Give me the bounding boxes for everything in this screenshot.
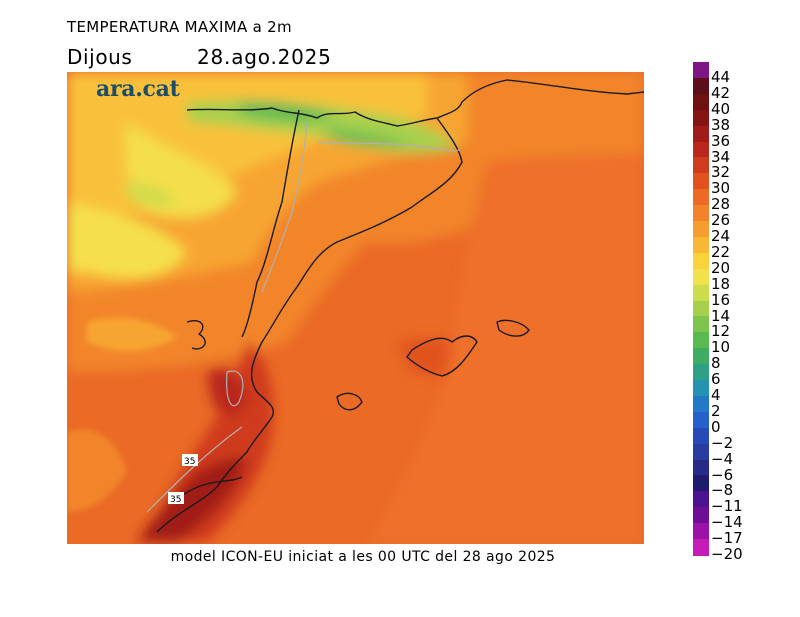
legend-swatch: [693, 77, 709, 95]
legend-label: 12: [711, 322, 731, 341]
legend-label: 30: [711, 179, 731, 198]
legend-swatch: [693, 189, 709, 206]
legend-label: 10: [711, 338, 731, 357]
legend-label: −17: [711, 529, 743, 548]
legend-label: −6: [711, 465, 734, 484]
legend-swatch: [693, 491, 709, 508]
legend-label: 6: [711, 370, 721, 389]
legend-label: 18: [711, 274, 731, 293]
footer-caption: model ICON-EU iniciat a les 00 UTC del 2…: [170, 549, 556, 565]
legend-swatch: [693, 236, 709, 254]
legend-label: 20: [711, 258, 731, 277]
legend-label: 4: [711, 386, 721, 405]
legend-label: 32: [711, 163, 731, 182]
legend-swatch: [693, 300, 709, 318]
legend-swatch: [693, 395, 709, 413]
legend-swatch: [693, 348, 709, 365]
legend-label: 26: [711, 211, 731, 230]
legend-swatch: [693, 507, 709, 524]
legend-label: 14: [711, 306, 731, 325]
legend-swatch: [693, 411, 709, 429]
legend-swatch: [693, 364, 709, 381]
legend-swatch: [693, 523, 709, 540]
ara-cat-logo: ara.cat: [96, 76, 180, 102]
day-label: Dijous: [67, 45, 133, 69]
legend-swatch: [693, 109, 709, 127]
legend-swatch: [693, 316, 709, 333]
legend-label: −2: [711, 433, 734, 452]
legend-swatch: [693, 125, 709, 143]
legend-swatch: [693, 459, 709, 477]
legend-swatch: [693, 173, 709, 190]
legend-label: 16: [711, 290, 731, 309]
legend-swatch: [693, 268, 709, 286]
legend-label: −20: [711, 545, 743, 564]
legend-label: 22: [711, 242, 731, 261]
legend-label: 34: [711, 147, 731, 166]
legend-label: −8: [711, 481, 734, 500]
temperature-map: 35 35: [67, 72, 644, 544]
legend-label: 40: [711, 99, 731, 118]
legend-swatch: [693, 252, 709, 270]
legend-swatch: [693, 221, 709, 238]
legend-swatch: [693, 93, 709, 111]
legend-label: 28: [711, 195, 731, 214]
legend-label: 42: [711, 83, 731, 102]
legend-label: −11: [711, 497, 743, 516]
legend-swatch: [693, 539, 709, 556]
legend-swatch: [693, 427, 709, 445]
legend-label: 0: [711, 417, 721, 436]
legend-swatch: [693, 332, 709, 349]
isotherm-label-35: 35: [184, 457, 195, 467]
legend-labels: 44 42 40 38 36 34 32 30 28 26 24 22 20 18 16 14 12 10 8 6 4 2…: [711, 62, 771, 562]
legend-swatch: [693, 475, 709, 492]
legend-swatch: [693, 380, 709, 397]
legend-label: 24: [711, 227, 731, 246]
color-legend: [693, 62, 709, 556]
legend-label: −4: [711, 449, 734, 468]
legend-label: −14: [711, 513, 743, 532]
legend-label: 2: [711, 401, 721, 420]
legend-swatch: [693, 205, 709, 222]
legend-label: 8: [711, 354, 721, 373]
isotherm-label-35: 35: [170, 495, 181, 505]
legend-swatch: [693, 141, 709, 159]
legend-label: 44: [711, 68, 731, 86]
legend-label: 38: [711, 115, 731, 134]
legend-swatch: [693, 284, 709, 302]
legend-swatch: [693, 157, 709, 174]
legend-swatch: [693, 62, 709, 79]
chart-title: TEMPERATURA MAXIMA a 2m: [67, 18, 292, 36]
date-label: 28.ago.2025: [197, 45, 332, 69]
legend-swatch: [693, 443, 709, 461]
legend-label: 36: [711, 131, 731, 150]
